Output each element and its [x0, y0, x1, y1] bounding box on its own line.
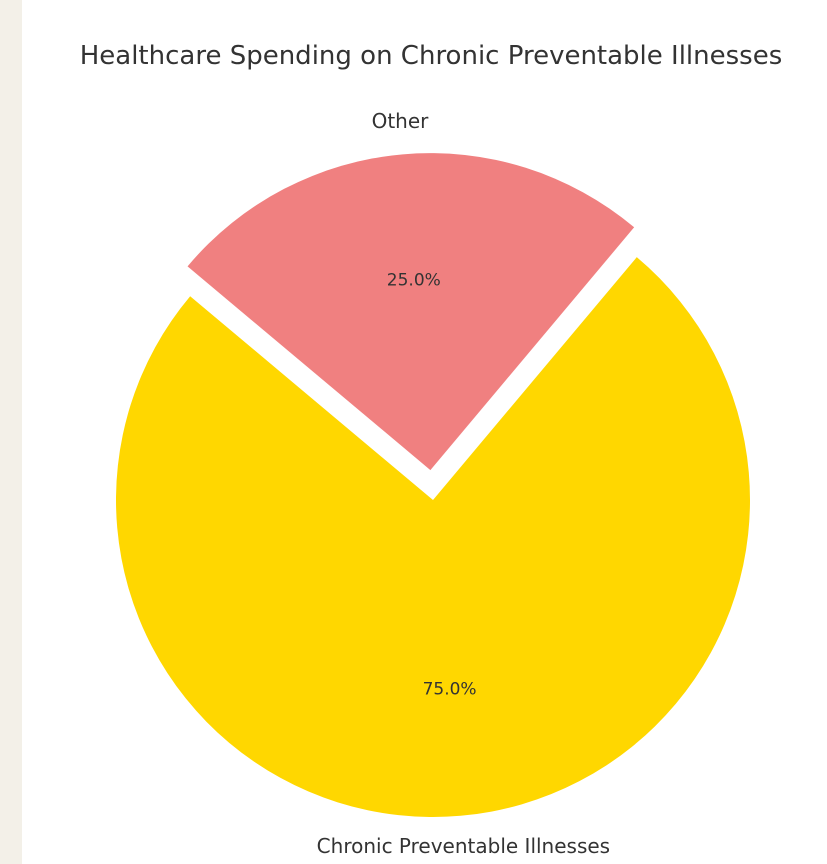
- pie-pct-label: 75.0%: [423, 679, 477, 699]
- pie-labels: 25.0% Other 75.0% Chronic Preventable Illne…: [317, 109, 610, 858]
- pie-category-label: Chronic Preventable Illnesses: [317, 834, 610, 858]
- pie-category-label: Other: [372, 109, 430, 133]
- chart-title: Healthcare Spending on Chronic Preventab…: [80, 41, 783, 71]
- pie-slice-other: [187, 153, 635, 471]
- pie-slice-chronic-preventable-illnesses: [116, 257, 751, 817]
- pie-pct-label: 25.0%: [387, 271, 441, 291]
- pie-slices: [116, 153, 751, 817]
